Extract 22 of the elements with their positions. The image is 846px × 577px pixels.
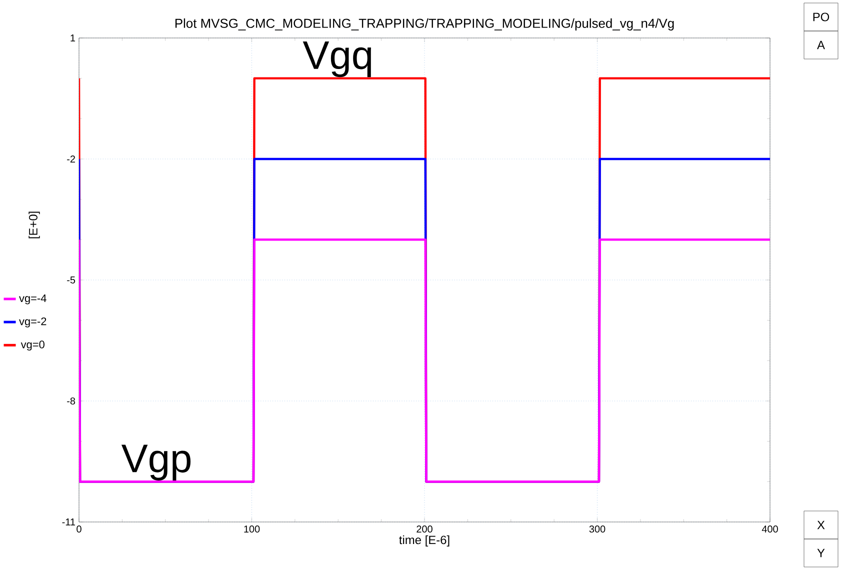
chart-title: Plot MVSG_CMC_MODELING_TRAPPING/TRAPPING_MODELING/pulsed_vg_n4/Vg bbox=[175, 18, 674, 30]
x-tick-label: 200 bbox=[416, 526, 432, 533]
annotation: Vgq bbox=[302, 41, 372, 78]
legend-label: vg=0 bbox=[20, 340, 44, 351]
text: Y bbox=[817, 548, 825, 558]
legend-label: vg=-2 bbox=[19, 317, 46, 328]
x-tick-label: 400 bbox=[762, 526, 778, 533]
y-tick-label: 1 bbox=[70, 34, 76, 42]
y-tick-label: -8 bbox=[67, 397, 76, 405]
y-tick-label: -2 bbox=[67, 156, 75, 162]
text: X bbox=[817, 520, 825, 530]
text: PO bbox=[813, 12, 830, 22]
y-tick-label: -11 bbox=[62, 518, 76, 526]
legend-label: vg=-4 bbox=[19, 294, 46, 304]
x-tick-label: 0 bbox=[76, 526, 82, 533]
y-axis-title: [E+0] bbox=[28, 212, 40, 238]
text: A bbox=[817, 40, 825, 50]
annotation: Vgp bbox=[121, 444, 191, 480]
x-tick-label: 300 bbox=[589, 526, 606, 533]
x-tick-label: 100 bbox=[244, 526, 260, 533]
y-tick-label: -5 bbox=[67, 276, 76, 284]
x-axis-title: time [E-6] bbox=[399, 535, 450, 547]
